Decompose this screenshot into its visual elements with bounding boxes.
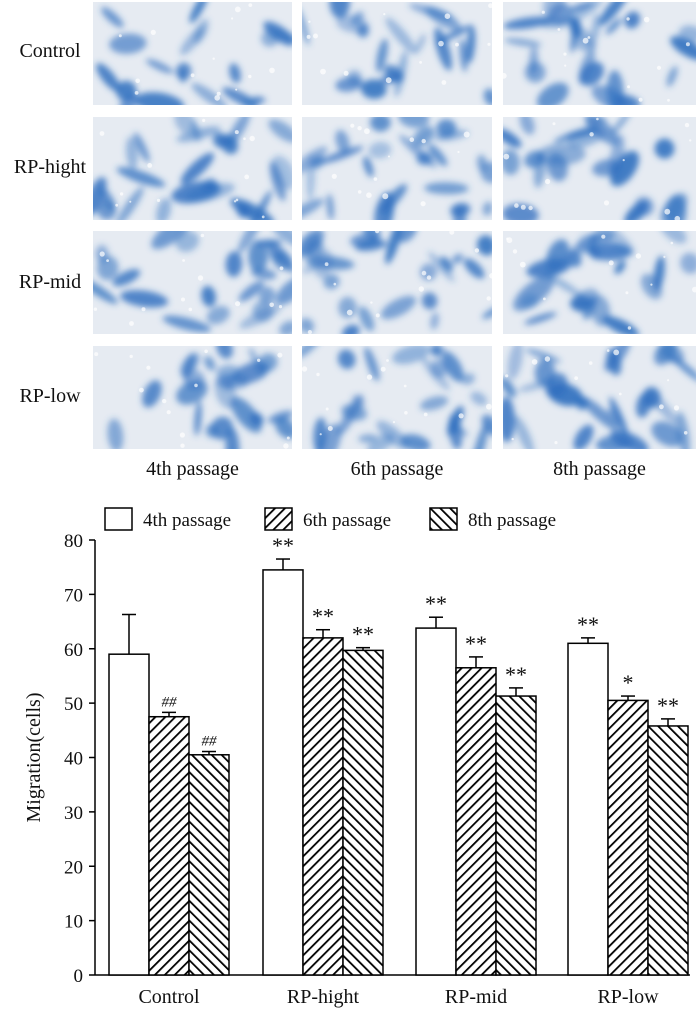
legend-swatch-1 — [264, 507, 293, 531]
y-tick-label-5: 50 — [64, 694, 83, 715]
significance-label-s0-c3: ** — [577, 612, 599, 637]
legend-swatch-2 — [429, 507, 458, 531]
legend-swatch-0 — [104, 507, 133, 531]
x-tick-label-1: RP-hight — [287, 986, 360, 1008]
micrograph-panel: Control RP-hight RP-mid RP-low 4th passage 6t… — [14, 2, 696, 480]
legend-label-0: 4th passage — [143, 510, 231, 531]
bar-s2-c3 — [647, 725, 689, 976]
bar-s1-c0 — [148, 715, 190, 976]
bar-s2-c1 — [342, 649, 384, 976]
row-label-3: RP-low — [19, 385, 81, 407]
micrograph-image — [503, 346, 696, 449]
micrograph-image — [93, 231, 292, 334]
x-tick-label-3: RP-low — [597, 986, 659, 1008]
y-tick-label-7: 70 — [64, 585, 83, 606]
micrograph-image — [503, 231, 696, 334]
y-tick-label-0: 0 — [74, 966, 84, 987]
significance-label-s2-c2: ** — [505, 662, 527, 687]
row-label-1: RP-hight — [14, 156, 87, 178]
row-label-2: RP-mid — [19, 271, 81, 293]
bar-s0-c3 — [567, 642, 609, 976]
y-tick-label-6: 60 — [64, 640, 83, 661]
bar-chart: 0 10 20 30 40 50 60 70 80 Migration(cells) ** ** ** #… — [23, 507, 690, 1008]
legend-label-2: 8th passage — [468, 510, 556, 531]
y-tick-label-2: 20 — [64, 857, 83, 878]
x-tick-label-0: Control — [138, 986, 200, 1008]
micrograph-image — [302, 231, 492, 334]
significance-label-s1-c2: ** — [465, 631, 487, 656]
y-tick-label-8: 80 — [64, 531, 83, 552]
micrograph-image — [302, 346, 492, 449]
significance-label-s0-c2: ** — [425, 591, 447, 616]
bar-s1-c2 — [455, 667, 497, 976]
bar-s1-c1 — [302, 637, 344, 976]
y-tick-label-4: 40 — [64, 749, 83, 770]
legend-label-1: 6th passage — [303, 510, 391, 531]
significance-label-s2-c3: ** — [657, 693, 679, 718]
bar-s0-c1 — [262, 569, 304, 976]
bar-s2-c0 — [188, 754, 230, 976]
significance-label-s1-c3: * — [623, 670, 634, 695]
y-axis-label: Migration(cells) — [23, 693, 45, 823]
micrograph-image — [302, 117, 492, 220]
row-label-0: Control — [19, 40, 81, 62]
micrograph-image — [302, 2, 492, 105]
significance-label-s0-c1: ** — [272, 533, 294, 558]
bar-s1-c3 — [607, 699, 649, 976]
bar-s0-c2 — [415, 627, 457, 976]
significance-label-s2-c0: ## — [202, 734, 218, 750]
bar-s0-c0 — [108, 653, 150, 976]
micrograph-image — [93, 117, 292, 220]
x-tick-label-2: RP-mid — [445, 986, 507, 1008]
col-label-0: 4th passage — [146, 458, 239, 480]
col-label-2: 8th passage — [553, 458, 646, 480]
micrograph-image — [93, 346, 292, 449]
micrograph-image — [503, 2, 696, 105]
significance-label-s1-c0: ## — [162, 694, 178, 710]
y-tick-label-3: 30 — [64, 803, 83, 824]
micrograph-image — [93, 2, 292, 105]
bar-s2-c2 — [495, 695, 537, 976]
significance-label-s2-c1: ** — [352, 622, 374, 647]
y-tick-label-1: 10 — [64, 912, 83, 933]
significance-label-s1-c1: ** — [312, 604, 334, 629]
col-label-1: 6th passage — [351, 458, 444, 480]
micrograph-image — [503, 117, 696, 220]
